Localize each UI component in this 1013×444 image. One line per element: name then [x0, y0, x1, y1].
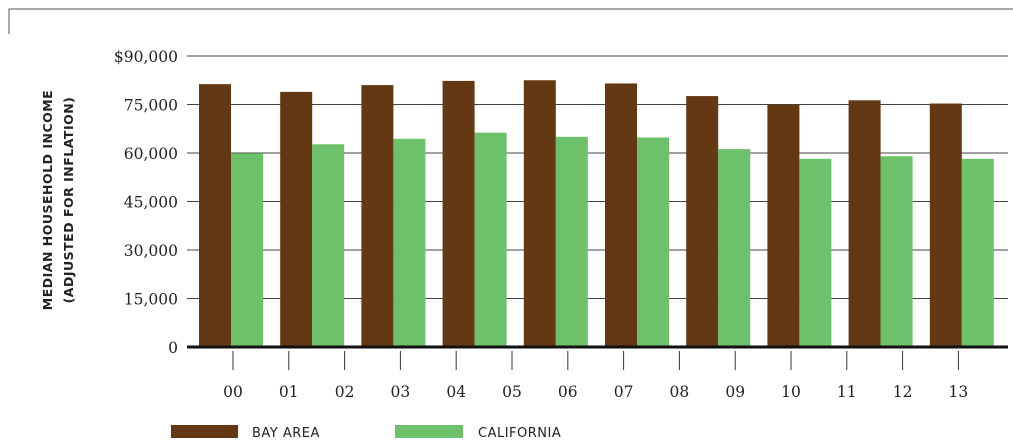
y-tick-label: 45,000: [124, 194, 178, 212]
x-tick-marks: [232, 351, 959, 370]
y-tick-label: 75,000: [124, 97, 178, 115]
bar-california: [555, 136, 588, 347]
y-tick-label: 60,000: [124, 145, 178, 163]
bar-bay-area: [605, 83, 637, 347]
x-tick-label: 02: [335, 383, 355, 401]
bar-bay-area: [523, 80, 556, 347]
bar-california: [231, 153, 263, 347]
x-tick-label: 01: [279, 383, 299, 401]
bar-bay-area: [442, 80, 475, 347]
x-tick-labels: 00 01 02 03 04 05 06 07 08 09 10 11 12 13: [223, 383, 968, 401]
y-tick-label: $90,000: [114, 48, 178, 66]
legend-swatch-bay-area: [171, 425, 238, 438]
y-axis-title: MEDIAN HOUSEHOLD INCOME (ADJUSTED FOR IN…: [40, 90, 76, 310]
bar-bay-area: [929, 103, 962, 347]
y-axis-title-line-2: (ADJUSTED FOR INFLATION): [61, 97, 76, 304]
bar-california: [393, 138, 426, 347]
y-tick-label: 30,000: [124, 242, 178, 260]
bar-bay-area: [280, 91, 313, 347]
x-tick-label: 04: [446, 383, 466, 401]
x-tick-label: 07: [614, 383, 634, 401]
y-tick-labels: 0 15,000 30,000 45,000 60,000 75,000 $90,000: [114, 48, 178, 357]
bar-bay-area: [848, 100, 881, 348]
bar-california: [961, 158, 994, 347]
bar-california: [637, 137, 669, 347]
y-tick-label: 15,000: [124, 291, 178, 309]
x-tick-label: 10: [781, 383, 801, 401]
legend: BAY AREA CALIFORNIA: [171, 425, 561, 441]
bar-bay-area: [199, 84, 231, 347]
legend-label-bay-area: BAY AREA: [252, 426, 320, 440]
bar-california: [312, 144, 345, 347]
bar-california: [474, 132, 507, 347]
bar-bay-area: [767, 104, 800, 347]
bar-california: [880, 156, 913, 347]
legend-swatch-california: [395, 425, 463, 438]
x-tick-label: 06: [558, 383, 578, 401]
x-tick-label: 09: [725, 383, 745, 401]
x-tick-label: 11: [837, 383, 857, 401]
bars: [199, 80, 994, 348]
bar-bay-area: [361, 85, 394, 347]
legend-label-california: CALIFORNIA: [478, 426, 561, 440]
bar-bay-area: [686, 96, 719, 348]
frame-border: [8, 8, 1013, 34]
x-tick-label: 08: [670, 383, 690, 401]
y-tick-label: 0: [168, 339, 178, 357]
x-tick-label: 05: [502, 383, 522, 401]
x-tick-label: 03: [391, 383, 411, 401]
y-axis-title-line-1: MEDIAN HOUSEHOLD INCOME: [40, 90, 55, 310]
bar-california: [799, 158, 832, 347]
x-tick-label: 13: [949, 383, 969, 401]
x-tick-label: 00: [223, 383, 243, 401]
x-tick-label: 12: [893, 383, 913, 401]
bar-california: [718, 149, 751, 347]
